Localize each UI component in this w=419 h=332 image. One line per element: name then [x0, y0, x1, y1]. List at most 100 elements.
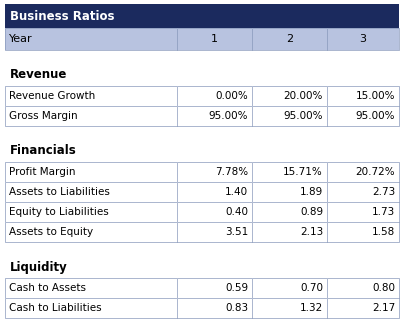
Text: 1.73: 1.73 — [372, 207, 395, 217]
Bar — [5, 106, 177, 126]
Bar — [177, 202, 252, 222]
Bar — [5, 4, 399, 28]
Bar — [177, 162, 252, 182]
Text: Revenue: Revenue — [10, 68, 67, 81]
Text: Financials: Financials — [10, 144, 77, 157]
Bar — [252, 298, 327, 318]
Text: 15.71%: 15.71% — [283, 167, 323, 177]
Bar — [177, 28, 252, 50]
Bar — [5, 64, 399, 86]
Bar — [252, 28, 327, 50]
Text: 1.32: 1.32 — [300, 303, 323, 313]
Bar — [327, 182, 399, 202]
Bar — [5, 298, 177, 318]
Bar — [5, 202, 177, 222]
Bar — [327, 222, 399, 242]
Text: Assets to Equity: Assets to Equity — [9, 227, 93, 237]
Text: Cash to Liabilities: Cash to Liabilities — [9, 303, 102, 313]
Bar — [5, 162, 177, 182]
Bar — [327, 162, 399, 182]
Bar — [327, 222, 399, 242]
Bar — [177, 202, 252, 222]
Bar — [252, 162, 327, 182]
Text: 1: 1 — [211, 34, 218, 44]
Bar — [5, 86, 177, 106]
Bar — [177, 298, 252, 318]
Bar — [252, 278, 327, 298]
Text: 15.00%: 15.00% — [355, 91, 395, 101]
Bar — [5, 28, 177, 50]
Bar — [177, 222, 252, 242]
Text: 0.83: 0.83 — [225, 303, 248, 313]
Bar — [327, 106, 399, 126]
Bar — [177, 182, 252, 202]
Bar — [252, 182, 327, 202]
Bar — [252, 278, 327, 298]
Bar — [5, 222, 177, 242]
Text: Business Ratios: Business Ratios — [10, 10, 114, 23]
Text: Gross Margin: Gross Margin — [9, 111, 78, 121]
Bar — [327, 202, 399, 222]
Bar — [327, 86, 399, 106]
Text: 0.89: 0.89 — [300, 207, 323, 217]
Text: 0.40: 0.40 — [225, 207, 248, 217]
Bar — [5, 182, 177, 202]
Bar — [5, 106, 177, 126]
Text: 0.70: 0.70 — [300, 283, 323, 293]
Bar — [177, 106, 252, 126]
Bar — [5, 256, 399, 278]
Bar — [327, 202, 399, 222]
Bar — [177, 278, 252, 298]
Bar — [327, 28, 399, 50]
Bar — [252, 106, 327, 126]
Bar — [327, 86, 399, 106]
Text: Liquidity: Liquidity — [10, 261, 68, 274]
Text: 20.00%: 20.00% — [284, 91, 323, 101]
Bar — [327, 298, 399, 318]
Text: 2.73: 2.73 — [372, 187, 395, 197]
Text: 95.00%: 95.00% — [284, 111, 323, 121]
Bar — [177, 106, 252, 126]
Bar — [177, 222, 252, 242]
Text: 7.78%: 7.78% — [215, 167, 248, 177]
Bar — [327, 298, 399, 318]
Bar — [327, 278, 399, 298]
Bar — [252, 182, 327, 202]
Text: 0.59: 0.59 — [225, 283, 248, 293]
Bar — [5, 86, 177, 106]
Bar — [177, 182, 252, 202]
Bar — [252, 106, 327, 126]
Text: 95.00%: 95.00% — [355, 111, 395, 121]
Bar — [177, 298, 252, 318]
Bar — [177, 278, 252, 298]
Text: 0.80: 0.80 — [372, 283, 395, 293]
Bar — [5, 222, 177, 242]
Text: Assets to Liabilities: Assets to Liabilities — [9, 187, 110, 197]
Text: 2.17: 2.17 — [372, 303, 395, 313]
Bar — [5, 182, 177, 202]
Bar — [252, 202, 327, 222]
Bar — [177, 28, 252, 50]
Text: 95.00%: 95.00% — [209, 111, 248, 121]
Text: 3: 3 — [360, 34, 367, 44]
Bar — [5, 28, 177, 50]
Text: Profit Margin: Profit Margin — [9, 167, 75, 177]
Bar — [327, 162, 399, 182]
Bar — [327, 278, 399, 298]
Text: 2: 2 — [286, 34, 293, 44]
Bar — [252, 86, 327, 106]
Text: Year: Year — [9, 34, 33, 44]
Bar — [177, 86, 252, 106]
Bar — [252, 86, 327, 106]
Bar — [327, 182, 399, 202]
Bar — [5, 298, 177, 318]
Bar — [177, 86, 252, 106]
Text: 20.72%: 20.72% — [355, 167, 395, 177]
Bar — [252, 28, 327, 50]
Text: Equity to Liabilities: Equity to Liabilities — [9, 207, 109, 217]
Bar — [177, 162, 252, 182]
Text: 1.58: 1.58 — [372, 227, 395, 237]
Bar — [327, 28, 399, 50]
Text: 1.89: 1.89 — [300, 187, 323, 197]
Bar — [5, 278, 177, 298]
